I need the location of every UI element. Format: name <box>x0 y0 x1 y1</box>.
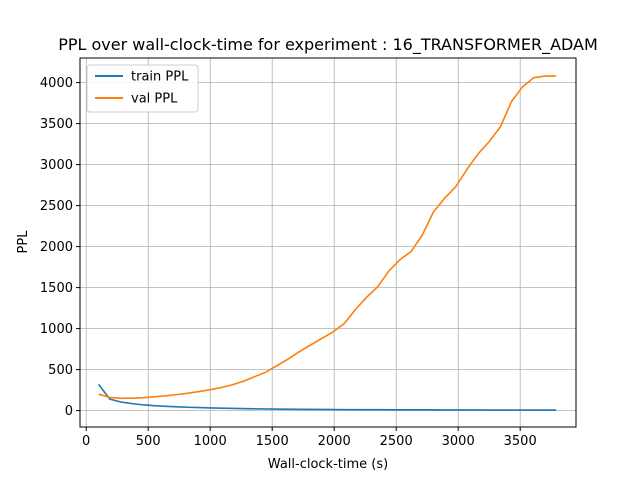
series-line-val-ppl <box>98 75 557 400</box>
y-tick-label: 2500 <box>40 199 73 214</box>
x-tick-label: 2000 <box>318 434 351 449</box>
y-tick-label: 2000 <box>40 240 73 255</box>
y-tick-label: 3000 <box>40 158 73 173</box>
x-axis-label: Wall-clock-time (s) <box>268 457 388 472</box>
axis-ticks: 0 500 1000 1500 2000 2500 3000 3500 0 500 1000 1500… <box>40 76 537 449</box>
series-line-train-ppl <box>97 383 557 411</box>
y-tick-label: 500 <box>48 363 73 378</box>
y-tick-label: 1000 <box>40 322 73 337</box>
x-tick-label: 1500 <box>256 434 289 449</box>
x-tick-label: 0 <box>82 434 90 449</box>
legend: train PPL val PPL <box>86 64 199 113</box>
y-tick-label: 3500 <box>40 117 73 132</box>
y-axis-label: PPL <box>16 230 31 254</box>
x-tick-label: 500 <box>136 434 161 449</box>
grid <box>80 58 576 427</box>
x-tick-label: 3000 <box>442 434 475 449</box>
legend-label-train-ppl: train PPL <box>131 70 189 85</box>
y-tick-label: 1500 <box>40 281 73 296</box>
y-tick-label: 0 <box>65 404 73 419</box>
chart-title: PPL over wall-clock-time for experiment … <box>58 35 598 55</box>
x-tick-label: 2500 <box>380 434 413 449</box>
legend-label-val-ppl: val PPL <box>131 92 178 107</box>
x-tick-label: 1000 <box>194 434 227 449</box>
plot-frame <box>79 57 577 428</box>
y-tick-label: 4000 <box>40 76 73 91</box>
series-lines <box>97 75 557 411</box>
x-tick-label: 3500 <box>504 434 537 449</box>
